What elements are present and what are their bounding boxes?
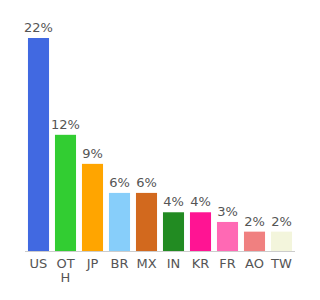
bar bbox=[136, 193, 157, 251]
x-tick-label: JP bbox=[86, 256, 99, 271]
data-label: 4% bbox=[163, 194, 184, 209]
data-label: 6% bbox=[109, 175, 130, 190]
bar bbox=[28, 38, 49, 251]
x-tick-label: BR bbox=[111, 256, 129, 271]
x-tick-label: AO bbox=[245, 256, 264, 271]
x-tick-label: IN bbox=[167, 256, 181, 271]
x-axis-line bbox=[25, 251, 295, 252]
data-label: 3% bbox=[217, 204, 238, 219]
bar bbox=[244, 232, 265, 251]
data-label: 12% bbox=[51, 117, 80, 132]
bars bbox=[28, 38, 292, 251]
x-tick-label: MX bbox=[136, 256, 156, 271]
bar bbox=[190, 212, 211, 251]
data-label: 2% bbox=[244, 214, 265, 229]
data-label: 9% bbox=[82, 146, 103, 161]
x-tick-label: FR bbox=[219, 256, 236, 271]
x-tick-label: KR bbox=[192, 256, 210, 271]
data-label: 4% bbox=[190, 194, 211, 209]
bar bbox=[82, 164, 103, 251]
x-tick-label: TW bbox=[270, 256, 292, 271]
bar bbox=[271, 232, 292, 251]
x-tick-label: OTH bbox=[56, 256, 74, 285]
bar bbox=[109, 193, 130, 251]
chart: 22% US 12% OTH 9% JP 6% BR 6% MX 4% IN 4% KR 3% FR 2% AO 2… bbox=[0, 0, 320, 300]
bar bbox=[55, 135, 76, 251]
data-label: 2% bbox=[271, 214, 292, 229]
data-label: 6% bbox=[136, 175, 157, 190]
bar bbox=[217, 222, 238, 251]
data-label: 22% bbox=[24, 20, 53, 35]
x-tick-label: US bbox=[30, 256, 48, 271]
chart-container: 22% US 12% OTH 9% JP 6% BR 6% MX 4% IN 4% KR 3% FR 2% AO 2… bbox=[0, 0, 320, 300]
bar bbox=[163, 212, 184, 251]
